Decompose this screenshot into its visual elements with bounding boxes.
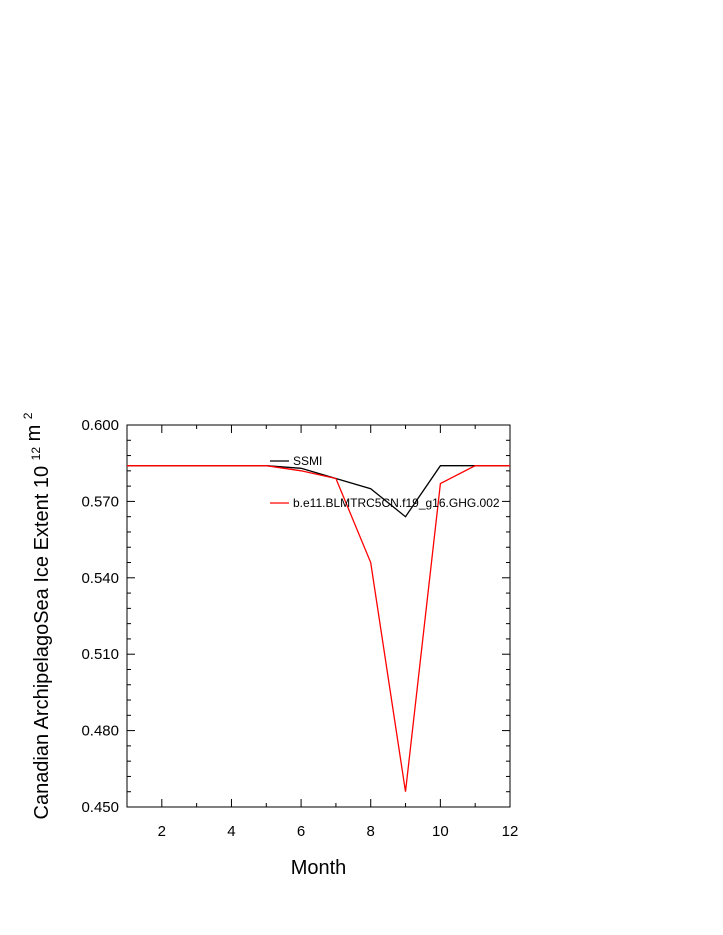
x-tick-label: 2 bbox=[158, 823, 166, 840]
y-axis-title-main: Canadian ArchipelagoSea Ice Extent 10 bbox=[31, 466, 53, 820]
y-tick-label: 0.600 bbox=[81, 417, 119, 434]
y-axis-title-unit-exp: 2 bbox=[21, 412, 35, 419]
axis-ticks bbox=[126, 424, 511, 808]
y-tick-label: 0.510 bbox=[81, 646, 119, 663]
x-tick-label: 8 bbox=[367, 823, 375, 840]
legend-label-2: b.e11.BLMTRC5CN.f19_g16.GHG.002 bbox=[293, 496, 500, 510]
x-tick-label: 6 bbox=[297, 823, 305, 840]
legend: SSMI b.e11.BLMTRC5CN.f19_g16.GHG.002 bbox=[270, 454, 500, 510]
y-axis-title: Canadian ArchipelagoSea Ice Extent 10 12… bbox=[21, 412, 53, 819]
y-tick-label: 0.570 bbox=[81, 493, 119, 510]
series-lines bbox=[127, 465, 510, 792]
y-tick-label: 0.450 bbox=[81, 799, 119, 816]
x-axis-title: Month bbox=[291, 857, 347, 879]
plot-frame bbox=[126, 424, 511, 808]
y-tick-label: 0.540 bbox=[81, 570, 119, 587]
y-axis-title-unit: m bbox=[23, 425, 45, 442]
x-tick-label: 10 bbox=[432, 823, 449, 840]
y-tick-label: 0.480 bbox=[81, 723, 119, 740]
y-axis-title-exp: 12 bbox=[29, 447, 43, 461]
x-tick-label: 12 bbox=[502, 823, 519, 840]
x-tick-labels: 2 4 6 8 10 12 bbox=[158, 823, 519, 840]
legend-label-1: SSMI bbox=[293, 454, 322, 468]
series-line-2 bbox=[127, 465, 510, 792]
y-tick-labels: 0.450 0.480 0.510 0.540 0.570 0.600 bbox=[81, 417, 119, 816]
x-tick-label: 4 bbox=[227, 823, 235, 840]
